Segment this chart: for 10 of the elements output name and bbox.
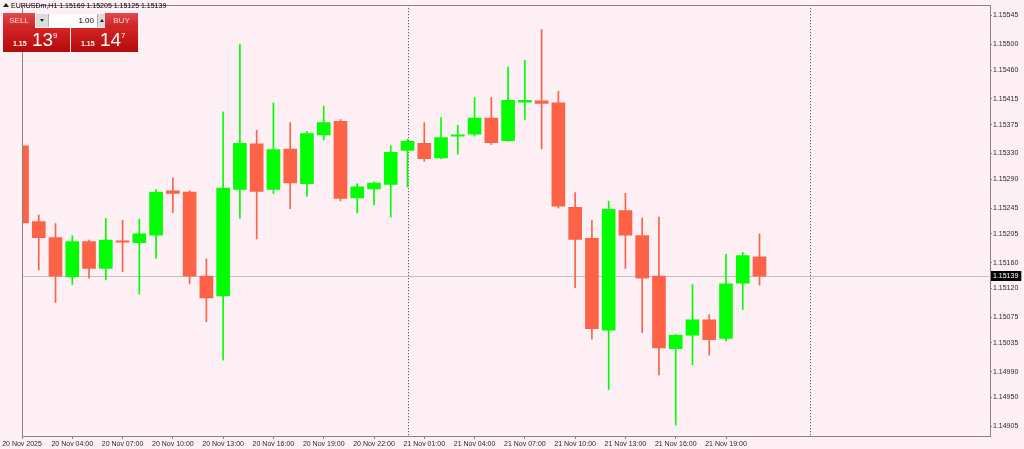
candlestick — [450, 124, 465, 155]
sell-button: SELL — [3, 13, 35, 28]
buy-button: BUY — [105, 13, 138, 28]
annotation: 1.00 — [78, 16, 94, 25]
candlestick — [166, 177, 180, 213]
annotation: SELL — [9, 16, 29, 25]
lot-field: 1.00 — [49, 14, 97, 27]
candlestick — [367, 181, 381, 206]
candlestick — [668, 334, 683, 426]
annotation: BUY — [113, 16, 130, 25]
